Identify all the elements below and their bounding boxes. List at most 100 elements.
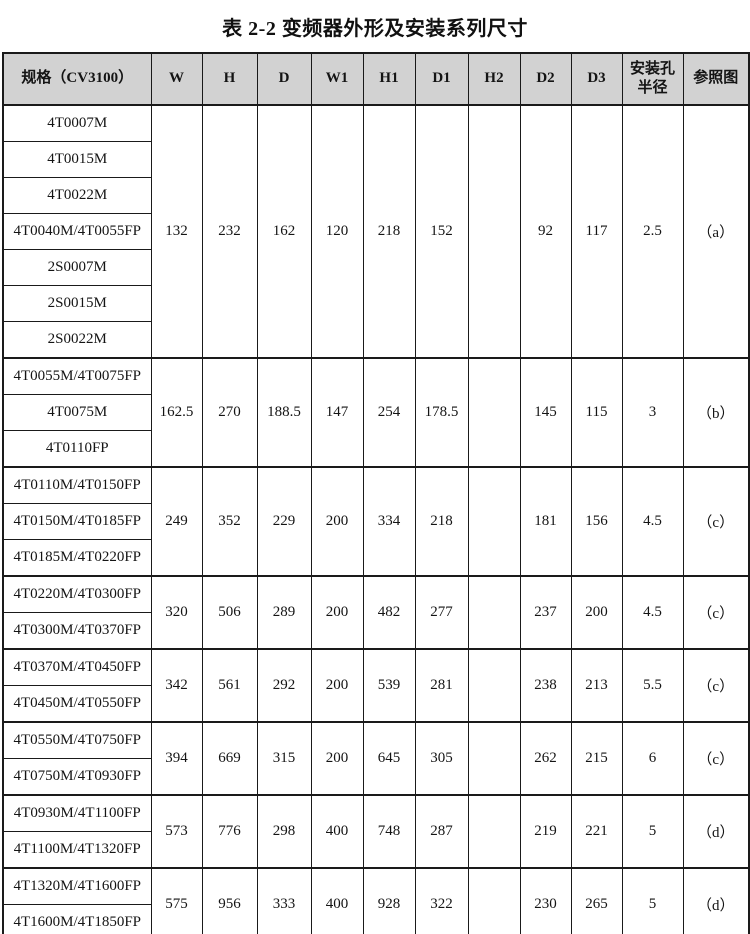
header-cell: W	[150, 52, 203, 106]
value-cell: 254	[362, 357, 416, 468]
value-cell	[467, 104, 521, 359]
table-row: 4T0370M/4T0450FP 342 561 292 200 539 281 238 213…	[2, 648, 750, 723]
value-cell: 4.5	[621, 575, 684, 650]
model-cell: 4T0075M	[2, 394, 152, 431]
model-cell: 4T0150M/4T0185FP	[2, 503, 152, 540]
value-cell: 333	[256, 867, 312, 934]
value-cell: 215	[570, 721, 623, 796]
value-cell: 400	[310, 794, 364, 869]
value-cell: 181	[519, 466, 572, 577]
model-cell: 4T1600M/4T1850FP	[2, 904, 152, 934]
value-cell: 249	[150, 466, 203, 577]
model-cell: 4T0750M/4T0930FP	[2, 758, 152, 796]
value-cell: 289	[256, 575, 312, 650]
value-cell: 352	[201, 466, 258, 577]
value-cell: 928	[362, 867, 416, 934]
value-cell: 147	[310, 357, 364, 468]
table-row: 4T0750M/4T0930FP	[2, 758, 749, 796]
value-cell: 5.5	[621, 648, 684, 723]
value-cell: 229	[256, 466, 312, 577]
value-cell: （d）	[682, 867, 750, 934]
value-cell	[467, 357, 521, 468]
value-cell: 237	[519, 575, 572, 650]
value-cell: 506	[201, 575, 258, 650]
value-cell: 219	[519, 794, 572, 869]
value-cell: 6	[621, 721, 684, 796]
value-cell: 342	[150, 648, 203, 723]
value-cell: 748	[362, 794, 416, 869]
value-cell: 287	[414, 794, 469, 869]
value-cell: 482	[362, 575, 416, 650]
value-cell: （c）	[682, 575, 750, 650]
value-cell: 573	[150, 794, 203, 869]
table-row: 4T0022M	[2, 177, 749, 214]
value-cell: 305	[414, 721, 469, 796]
table-row: 4T1320M/4T1600FP 575 956 333 400 928 322 230 265…	[2, 867, 750, 934]
table-row: 4T0185M/4T0220FP	[2, 539, 749, 577]
header-cell: D1	[414, 52, 469, 106]
value-cell: （a）	[682, 104, 750, 359]
value-cell: 575	[150, 867, 203, 934]
value-cell: 5	[621, 867, 684, 934]
model-cell: 2S0022M	[2, 321, 152, 359]
value-cell: 145	[519, 357, 572, 468]
model-cell: 4T0930M/4T1100FP	[2, 794, 152, 832]
model-cell: 2S0007M	[2, 249, 152, 286]
value-cell: 230	[519, 867, 572, 934]
value-cell: （b）	[682, 357, 750, 468]
value-cell: 200	[310, 721, 364, 796]
value-cell: 394	[150, 721, 203, 796]
table-row: 2S0015M	[2, 285, 749, 322]
value-cell: 292	[256, 648, 312, 723]
value-cell: 232	[201, 104, 258, 359]
value-cell: 156	[570, 466, 623, 577]
value-cell: 200	[570, 575, 623, 650]
value-cell: 315	[256, 721, 312, 796]
header-cell: H2	[467, 52, 521, 106]
model-cell: 4T0185M/4T0220FP	[2, 539, 152, 577]
value-cell: 645	[362, 721, 416, 796]
value-cell: 281	[414, 648, 469, 723]
table-row: 4T0550M/4T0750FP 394 669 315 200 645 305 262 215…	[2, 721, 750, 796]
table-row: 4T0930M/4T1100FP 573 776 298 400 748 287 219 221…	[2, 794, 750, 869]
value-cell: 2.5	[621, 104, 684, 359]
value-cell: 776	[201, 794, 258, 869]
dimensions-table: 规格（CV3100） W H D W1 H1 D1 H2 D2 D3 安装孔 半径 参照图 4T0007…	[2, 52, 750, 934]
model-cell: 4T0450M/4T0550FP	[2, 685, 152, 723]
value-cell: 132	[150, 104, 203, 359]
header-cell: D	[256, 52, 312, 106]
header-cell: 安装孔 半径	[621, 52, 684, 106]
value-cell: 162.5	[150, 357, 203, 468]
value-cell	[467, 867, 521, 934]
table-row: 4T0220M/4T0300FP 320 506 289 200 482 277 237 200…	[2, 575, 750, 650]
value-cell: 262	[519, 721, 572, 796]
value-cell: 561	[201, 648, 258, 723]
table-row: 4T1100M/4T1320FP	[2, 831, 749, 869]
model-cell: 4T0550M/4T0750FP	[2, 721, 152, 759]
value-cell: 298	[256, 794, 312, 869]
value-cell	[467, 721, 521, 796]
value-cell: （c）	[682, 721, 750, 796]
value-cell: 669	[201, 721, 258, 796]
header-cell: H1	[362, 52, 416, 106]
model-cell: 4T1100M/4T1320FP	[2, 831, 152, 869]
value-cell: 188.5	[256, 357, 312, 468]
value-cell: 3	[621, 357, 684, 468]
model-cell: 4T1320M/4T1600FP	[2, 867, 152, 905]
value-cell: 270	[201, 357, 258, 468]
model-cell: 4T0040M/4T0055FP	[2, 213, 152, 250]
value-cell: 162	[256, 104, 312, 359]
table-row: 2S0007M	[2, 249, 749, 286]
header-cell: D2	[519, 52, 572, 106]
value-cell: 539	[362, 648, 416, 723]
value-cell: 400	[310, 867, 364, 934]
value-cell: （c）	[682, 648, 750, 723]
value-cell: 5	[621, 794, 684, 869]
table-row: 4T0300M/4T0370FP	[2, 612, 749, 650]
value-cell: 218	[362, 104, 416, 359]
value-cell: 218	[414, 466, 469, 577]
model-cell: 4T0370M/4T0450FP	[2, 648, 152, 686]
value-cell: （d）	[682, 794, 750, 869]
header-cell: H	[201, 52, 258, 106]
value-cell: 221	[570, 794, 623, 869]
